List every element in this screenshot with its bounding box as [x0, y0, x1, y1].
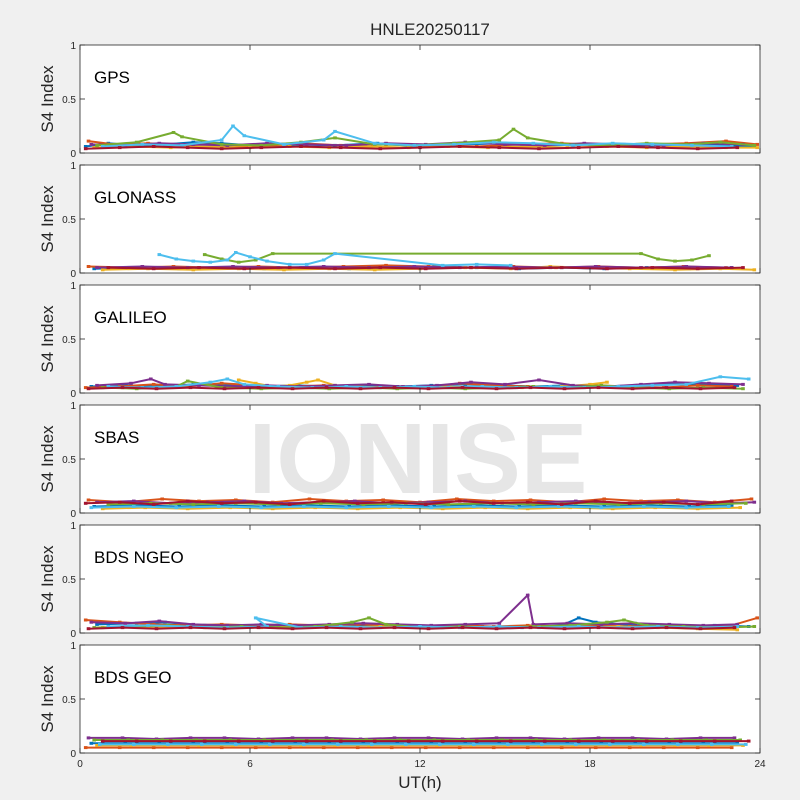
- series-trace: [85, 145, 738, 150]
- series-trace: [88, 626, 735, 630]
- series-trace: [85, 500, 732, 506]
- panel-background: [80, 525, 760, 633]
- y-tick-label: 0.5: [62, 335, 76, 346]
- panel-4: 0 0.5 1 SBAS S4 Index: [38, 401, 761, 520]
- series-6: [98, 742, 748, 746]
- panel-background: [80, 45, 760, 153]
- watermark: IONISE: [249, 403, 588, 515]
- panel-label: BDS GEO: [94, 668, 171, 687]
- series-trace: [88, 386, 735, 390]
- y-tick-label: 0: [70, 509, 76, 520]
- y-tick-label: 0: [70, 749, 76, 760]
- y-tick-label: 0: [70, 389, 76, 400]
- series-trace: [91, 505, 729, 509]
- panel-label: BDS NGEO: [94, 548, 184, 567]
- y-tick-label: 1: [70, 161, 76, 172]
- y-tick-label: 0.5: [62, 95, 76, 106]
- series-7: [86, 626, 737, 631]
- x-tick-label: 0: [77, 759, 83, 770]
- y-tick-label: 1: [70, 41, 76, 52]
- panel-background: [80, 645, 760, 753]
- y-tick-label: 0: [70, 149, 76, 160]
- panel-label: GALILEO: [94, 308, 167, 327]
- series-trace: [102, 124, 732, 148]
- series-5: [92, 738, 742, 742]
- y-tick-label: 1: [70, 521, 76, 532]
- y-tick-label: 0.5: [62, 215, 76, 226]
- series-trace: [204, 252, 710, 264]
- series-trace: [91, 593, 738, 627]
- panel-background: [80, 405, 760, 513]
- x-tick-label: 24: [754, 759, 766, 770]
- series-6: [157, 251, 513, 267]
- x-tick-label: 18: [584, 759, 596, 770]
- y-tick-label: 1: [70, 641, 76, 652]
- panel-label: SBAS: [94, 428, 139, 447]
- y-tick-label: 0: [70, 269, 76, 280]
- x-tick-label: 12: [414, 759, 426, 770]
- y-tick-label: 0.5: [62, 455, 76, 466]
- series-7: [83, 145, 740, 151]
- y-tick-label: 1: [70, 401, 76, 412]
- series-trace: [94, 504, 732, 508]
- y-axis-label: S4 Index: [38, 185, 57, 253]
- y-axis-label: S4 Index: [38, 425, 57, 493]
- series-7: [83, 499, 734, 506]
- y-tick-label: 0: [70, 629, 76, 640]
- y-tick-label: 0.5: [62, 575, 76, 586]
- series-7: [106, 266, 745, 271]
- series-trace: [108, 375, 749, 389]
- series-7: [100, 739, 751, 743]
- x-axis-label: UT(h): [398, 773, 441, 792]
- panel-6: 0 0.5 1 0 6 12 18 24 BDS GEO S4 Index UT(h): [38, 641, 766, 792]
- series-6: [100, 124, 734, 148]
- y-tick-label: 0.5: [62, 695, 76, 706]
- x-tick-label: 6: [247, 759, 253, 770]
- panel-background: [80, 165, 760, 273]
- series-2: [83, 746, 734, 750]
- figure-title: HNLE20250117: [370, 20, 490, 39]
- panel-1: 0 0.5 1 GPS S4 Index: [38, 41, 761, 160]
- series-7: [86, 386, 737, 391]
- y-axis-label: S4 Index: [38, 665, 57, 733]
- panel-3: 0 0.5 1 GALILEO S4 Index: [38, 281, 761, 400]
- panels: 0 0.5 1 GPS S4 Index 0 0.5 1 GLONASS S4 Index 0 0.5…: [38, 41, 766, 792]
- series-trace: [108, 266, 744, 270]
- y-axis-label: S4 Index: [38, 305, 57, 373]
- panel-5: 0 0.5 1 BDS NGEO S4 Index: [38, 521, 761, 640]
- series-1: [89, 741, 740, 745]
- y-axis-label: S4 Index: [38, 65, 57, 133]
- y-tick-label: 1: [70, 281, 76, 292]
- series-5: [202, 252, 711, 264]
- series-6: [89, 505, 731, 510]
- panel-label: GPS: [94, 68, 130, 87]
- panel-background: [80, 285, 760, 393]
- series-trace: [88, 736, 735, 741]
- panel-label: GLONASS: [94, 188, 176, 207]
- y-axis-label: S4 Index: [38, 545, 57, 613]
- panel-2: 0 0.5 1 GLONASS S4 Index: [38, 161, 761, 280]
- series-trace: [159, 251, 511, 267]
